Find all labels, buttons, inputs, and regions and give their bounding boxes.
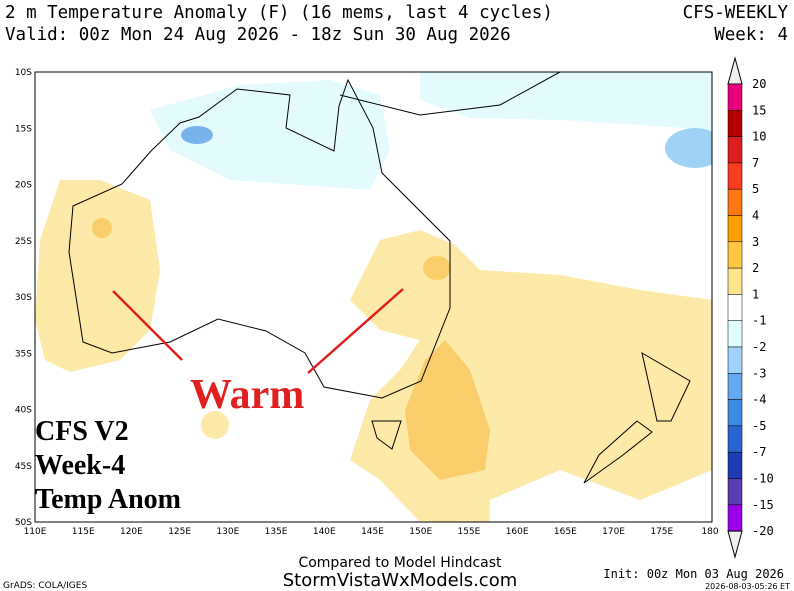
lon-label: 160E [506,527,529,537]
lat-label: 50S [15,518,32,528]
colorbar-label: 1 [752,287,759,301]
colorbar-swatch [727,425,743,453]
lon-label: 135E [265,527,288,537]
colorbar-swatch [727,451,743,479]
colorbar-swatch [727,267,743,295]
site: StormVistaWxModels.com [283,570,518,591]
week: Week: 4 [714,25,788,45]
timestamp: 2026-08-03-05:26 ET [705,582,790,591]
lon-label: 175E [650,527,673,537]
colorbar-swatch [727,215,743,243]
colorbar-label: 7 [752,156,759,170]
colorbar-cap [727,56,743,85]
colorbar-label: -4 [752,393,766,407]
colorbar-swatch [727,110,743,137]
colorbar-swatch [727,320,743,348]
map: Warm CFS V2 Week-4 Temp Anom [34,71,713,523]
colorbar-label: 10 [752,130,766,144]
colorbar-label: -3 [752,366,766,380]
lon-label: 155E [457,527,480,537]
grads: GrADS: COLA/IGES [3,581,87,591]
lat-label: 25S [15,237,32,247]
lon-label: 120E [120,527,143,537]
colorbar-label: 5 [752,182,759,196]
colorbar: 20 15 10 7 5 4 3 2 1 -1 -2 -3 -4 -5 -7 -10 -15 -20 [727,56,774,560]
colorbar-swatch [727,478,743,506]
colorbar-swatch [727,162,743,190]
model-label: CFS V2 [35,416,129,447]
title: 2 m Temperature Anomaly (F) (16 mems, la… [5,3,553,23]
lat-label: 45S [15,462,32,472]
model-name: CFS-WEEKLY [683,3,789,23]
colorbar-swatch [727,83,743,111]
colorbar-label: -10 [752,472,774,486]
field-label: Temp Anom [35,484,181,515]
lat-label: 30S [15,293,32,303]
lon-label: 170E [602,527,625,537]
colorbar-swatch [727,399,743,427]
lat-label: 20S [15,181,32,191]
compared: Compared to Model Hindcast [298,555,502,571]
colorbar-label: -5 [752,419,766,433]
lat-label: 10S [15,68,32,78]
lat-label: 15S [15,124,32,134]
colorbar-label: -15 [752,498,774,512]
lon-label: 125E [168,527,191,537]
colorbar-swatch [727,346,743,374]
lon-label: 180 [701,527,718,537]
lon-label: 130E [216,527,239,537]
lon-label: 110E [24,527,47,537]
colorbar-label: -20 [752,524,774,538]
lon-label: 145E [361,527,384,537]
colorbar-swatch [727,373,743,400]
colorbar-swatch [727,136,743,164]
colorbar-label: 20 [752,77,766,91]
lon-label: 150E [409,527,432,537]
colorbar-swatch [727,294,743,321]
colorbar-label: 4 [752,209,759,223]
colorbar-label: 15 [752,103,766,117]
lon-label: 165E [554,527,577,537]
colorbar-label: -7 [752,445,766,459]
lat-label: 35S [15,349,32,359]
colorbar-swatch [727,188,743,216]
week-label: Week-4 [35,450,125,481]
colorbar-swatch [727,504,743,532]
colorbar-swatch [727,241,743,269]
colorbar-label: 3 [752,235,759,249]
colorbar-cap [727,530,743,560]
valid-time: Valid: 00z Mon 24 Aug 2026 - 18z Sun 30 … [5,25,511,45]
lon-label: 140E [313,527,336,537]
init: Init: 00z Mon 03 Aug 2026 [603,567,784,581]
lat-label: 40S [15,406,32,416]
lon-label: 115E [72,527,95,537]
colorbar-label: 2 [752,261,759,275]
warm-label: Warm [190,372,304,418]
colorbar-label: -2 [752,340,766,354]
colorbar-label: -1 [752,314,766,328]
